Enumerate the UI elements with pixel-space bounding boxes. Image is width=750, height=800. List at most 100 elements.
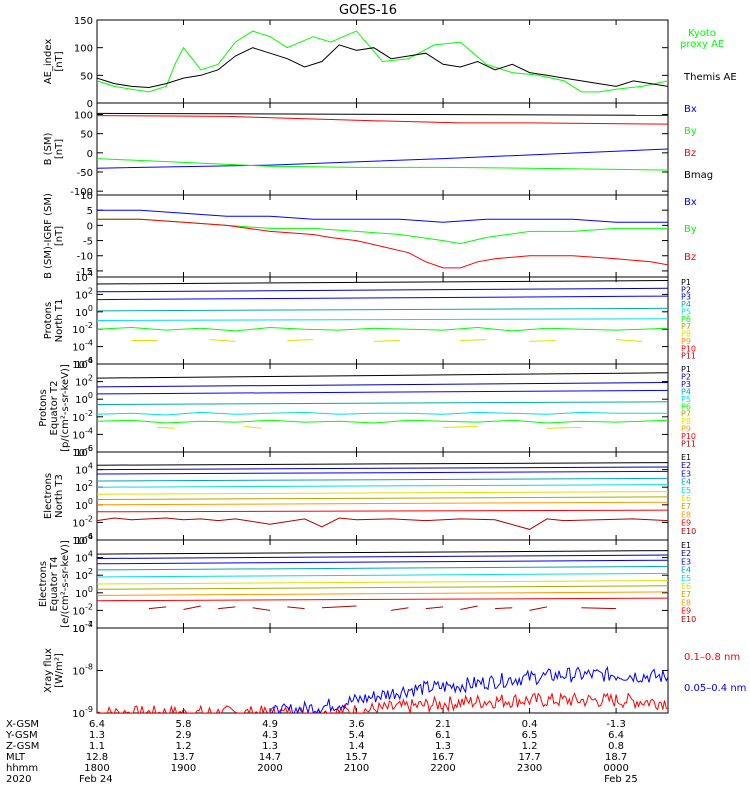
x-row-value: 6.4 <box>89 719 105 730</box>
legend-entry: E8 <box>681 510 691 519</box>
x-row-value: 2100 <box>344 763 369 774</box>
y-axis-label: [nT] <box>54 226 65 246</box>
series-e10 <box>218 606 236 610</box>
legend-entry: P8 <box>681 330 691 339</box>
y-axis-label: Electrons <box>38 561 49 607</box>
legend-entry: E10 <box>681 527 696 536</box>
legend-entry: By <box>684 126 697 137</box>
y-tick-label: 0 <box>87 99 93 110</box>
legend-entry: P7 <box>681 322 691 331</box>
y-axis-label: Equator T2 <box>49 381 60 436</box>
y-tick-label: 0 <box>87 149 93 160</box>
y-tick-label: 50 <box>80 71 93 82</box>
y-axis-label: Xray flux <box>43 648 54 693</box>
y-axis-label: Protons <box>38 389 49 426</box>
series-e10 <box>252 607 271 611</box>
legend-entry: E10 <box>681 615 696 624</box>
y-tick-label: 102 <box>75 567 93 582</box>
legend-entry: P5 <box>681 395 691 404</box>
y-axis-label: North T3 <box>54 474 65 518</box>
series-e10 <box>321 605 357 609</box>
series-e10 <box>529 606 547 611</box>
y-tick-label: 5 <box>87 206 93 217</box>
plot-title: GOES-16 <box>339 3 397 18</box>
legend: Bx By Bz <box>684 197 697 263</box>
series-e6 <box>97 580 668 585</box>
series-group <box>97 372 668 429</box>
y-tick-label: 10 <box>80 191 93 202</box>
x-row-value: 3.6 <box>349 719 365 730</box>
panel-frame <box>96 102 669 196</box>
legend-entry: E9 <box>681 607 691 616</box>
y-tick-label: 100 <box>75 585 93 600</box>
series-bx <box>97 209 668 223</box>
series-e4 <box>97 565 668 571</box>
series-e10 <box>581 607 617 610</box>
x-row-value: 1800 <box>84 763 109 774</box>
series-by <box>97 218 668 245</box>
series-e3 <box>97 559 668 565</box>
legend: Kyoto proxy AE Themis AE <box>680 28 737 83</box>
series-p1 <box>97 372 668 379</box>
legend-entry: E6 <box>681 582 691 591</box>
legend-entry: 0.1–0.8 nm <box>684 652 740 663</box>
series-p2 <box>97 382 668 388</box>
x-row-value: 6.5 <box>522 730 538 741</box>
x-row-label: 2020 <box>6 774 31 785</box>
series-bx <box>97 148 668 169</box>
series-group <box>97 462 668 530</box>
series-e9 <box>97 509 668 513</box>
series-p8 <box>460 339 487 342</box>
x-row-value: 1.2 <box>522 741 538 752</box>
x-row-value: 2.1 <box>435 719 451 730</box>
series-group <box>97 550 668 611</box>
series-e10 <box>425 606 444 610</box>
x-row-value: 0.8 <box>608 741 624 752</box>
series-e2 <box>97 554 668 559</box>
series-p4 <box>97 401 668 405</box>
x-row-value: 1.3 <box>89 730 105 741</box>
y-tick-label: -5 <box>83 237 93 248</box>
panel-bdiff: -15 -10 -5 0 5 10 B (SM)-IGRF (SM) [nT] Bx By Bz <box>43 191 697 279</box>
y-tick-label: -50 <box>77 168 93 179</box>
y-tick-label: 10-4 <box>72 426 93 441</box>
legend-entry: E2 <box>681 549 691 558</box>
series-p8 <box>209 339 236 342</box>
legend-entry: P6 <box>681 315 691 324</box>
y-axis-label: AE_index <box>43 39 54 85</box>
series-p3 <box>97 295 668 301</box>
legend-entry: P6 <box>681 402 691 411</box>
x-row-value: 16.7 <box>432 752 454 763</box>
y-tick-label: 10-8 <box>72 663 93 678</box>
y-axis-label: B (SM) <box>43 132 54 165</box>
panel-bsm: -100 -50 0 50 100 B (SM) [nT] Bx By Bz Bmag <box>43 102 713 198</box>
y-tick-label: 100 <box>75 304 93 319</box>
legend-entry: P3 <box>681 380 691 389</box>
x-row-value: 14.7 <box>259 752 281 763</box>
legend-entry: E8 <box>681 598 691 607</box>
x-row-value: 1.2 <box>176 741 192 752</box>
series-e10 <box>183 605 201 611</box>
x-row-value: 1.3 <box>262 741 278 752</box>
y-tick-label: 150 <box>74 16 93 27</box>
legend-entry: E5 <box>681 486 691 495</box>
series-kyoto-proxy-ae <box>97 30 668 93</box>
series-e2 <box>97 466 668 471</box>
series-e10 <box>391 607 409 611</box>
legend-entry: P10 <box>681 432 696 441</box>
series-themis-ae <box>97 44 668 89</box>
legend-entry: Bx <box>684 104 697 115</box>
series-e3 <box>97 470 668 475</box>
x-row-value: 5.8 <box>176 719 192 730</box>
x-row-value: 13.7 <box>172 752 194 763</box>
y-axis-label: [p/(cm²-s-sr-keV)] <box>60 364 71 452</box>
legend-entry: E4 <box>681 478 691 487</box>
series-e7 <box>97 585 668 590</box>
series-p8 <box>443 425 478 428</box>
x-row-value: 0000 <box>603 763 628 774</box>
x-row-value: 5.4 <box>349 730 365 741</box>
x-row-value: 2.9 <box>176 730 192 741</box>
